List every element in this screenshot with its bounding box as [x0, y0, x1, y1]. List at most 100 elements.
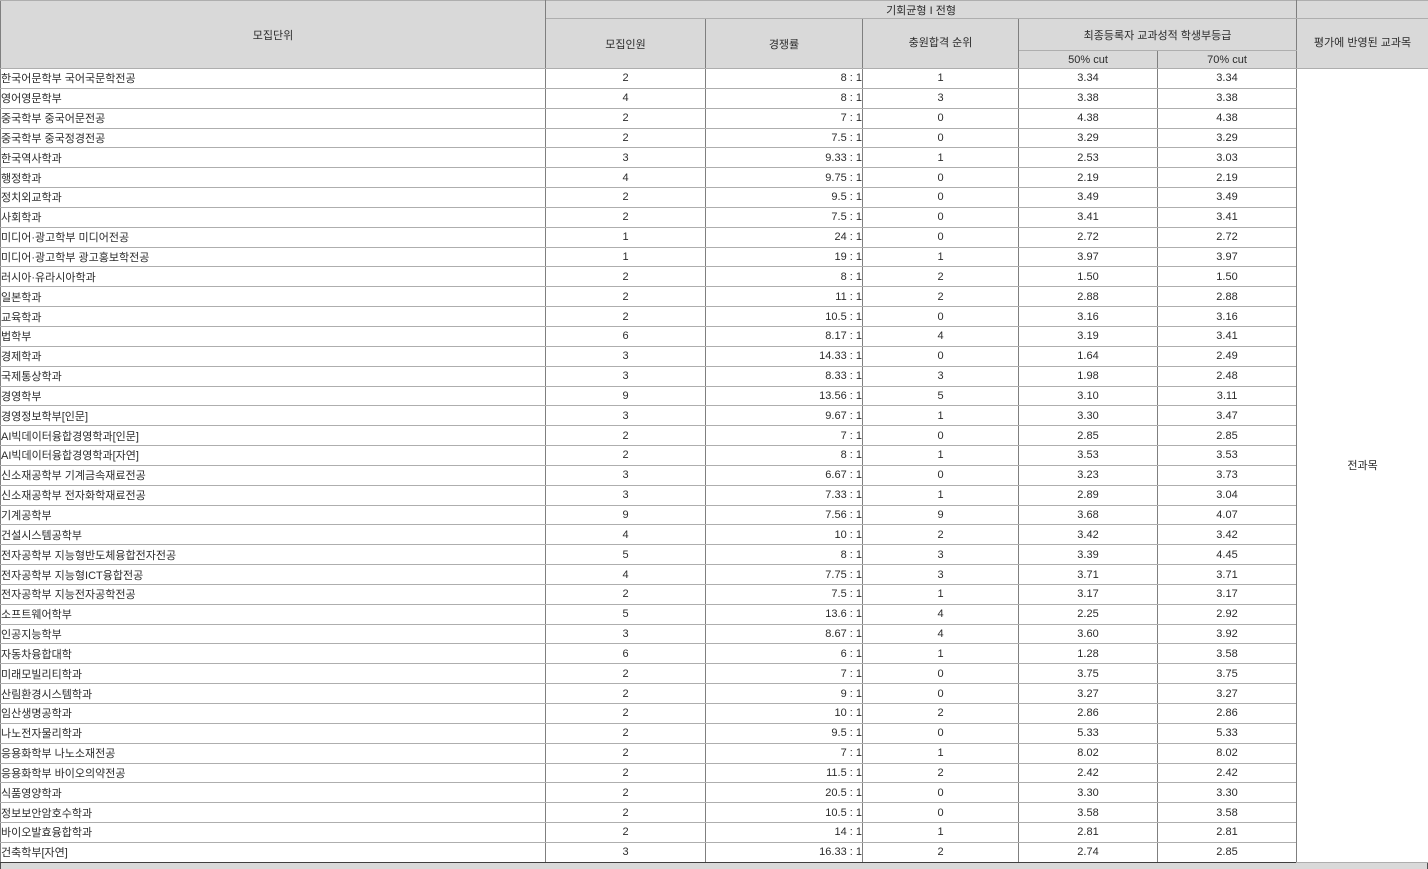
- cell-ratio: 24 : 1: [705, 226, 863, 248]
- cell-waitlist-rank: 0: [862, 782, 1019, 804]
- cell-ratio: 19 : 1: [705, 246, 863, 268]
- cell-cut70: 3.17: [1156, 583, 1298, 605]
- cell-cut70: 2.42: [1156, 762, 1298, 784]
- table-row: 전자공학부 지능전자공학전공 2 7.5 : 1 1 3.17 3.17: [0, 583, 1428, 605]
- cell-unit: 소프트웨어학부: [0, 603, 546, 625]
- cell-quota: 2: [545, 722, 706, 744]
- table-row: 바이오발효융합학과 2 14 : 1 1 2.81 2.81: [0, 822, 1428, 843]
- cell-cut70: 2.86: [1156, 703, 1298, 724]
- cell-ratio: 13.6 : 1: [705, 603, 863, 625]
- cell-waitlist-rank: 1: [862, 822, 1019, 843]
- cell-quota: 3: [545, 147, 706, 169]
- cell-waitlist-rank: 2: [862, 286, 1019, 308]
- cell-waitlist-rank: 3: [862, 564, 1019, 585]
- cell-unit: 한국어문학부 국어국문학전공: [0, 68, 546, 89]
- header-group-title: 기회균형 I 전형: [544, 0, 1298, 19]
- header-empty-corner: [1296, 0, 1428, 19]
- cell-cut70: 3.53: [1156, 445, 1298, 466]
- table-row: 응용화학부 바이오의약전공 2 11.5 : 1 2 2.42 2.42: [0, 762, 1428, 784]
- cell-unit: 사회학과: [0, 206, 546, 228]
- cell-unit: 경영학부: [0, 385, 546, 407]
- cell-ratio: 16.33 : 1: [705, 841, 863, 863]
- cell-waitlist-rank: 0: [862, 206, 1019, 228]
- table-header: 모집단위 기회균형 I 전형 모집인원 경쟁률 충원합격 순위 최종등록자 교과…: [0, 0, 1428, 69]
- cell-cut70: 3.34: [1156, 68, 1298, 89]
- cell-quota: 5: [545, 603, 706, 625]
- cell-quota: 4: [545, 564, 706, 585]
- cell-unit: 전자공학부 지능전자공학전공: [0, 583, 546, 605]
- cell-waitlist-rank: 0: [862, 683, 1019, 704]
- cell-unit: 영어영문학부: [0, 87, 546, 109]
- table-row: 미디어·광고학부 광고홍보학전공 1 19 : 1 1 3.97 3.97: [0, 246, 1428, 268]
- header-ratio: 경쟁률: [705, 18, 863, 69]
- cell-quota: 9: [545, 504, 706, 526]
- cell-ratio: 8.33 : 1: [705, 365, 863, 387]
- cell-cut70: 3.29: [1156, 127, 1298, 149]
- cell-unit: 경영정보학부[인문]: [0, 405, 546, 427]
- cell-cut70: 4.38: [1156, 107, 1298, 129]
- cell-ratio: 6.67 : 1: [705, 464, 863, 486]
- cell-waitlist-rank: 0: [862, 107, 1019, 129]
- cell-cut50: 3.16: [1018, 306, 1158, 327]
- cell-unit: 식품영양학과: [0, 782, 546, 804]
- table-row: 경영학부 9 13.56 : 1 5 3.10 3.11: [0, 385, 1428, 407]
- table-row: 사회학과 2 7.5 : 1 0 3.41 3.41: [0, 206, 1428, 228]
- cell-ratio: 9.5 : 1: [705, 187, 863, 208]
- table-row: 중국학부 중국어문전공 2 7 : 1 0 4.38 4.38: [0, 107, 1428, 129]
- cell-waitlist-rank: 0: [862, 663, 1019, 685]
- table-row: 인공지능학부 3 8.67 : 1 4 3.60 3.92: [0, 623, 1428, 645]
- cell-quota: 3: [545, 345, 706, 367]
- cell-waitlist-rank: 3: [862, 365, 1019, 387]
- cell-unit: 미래모빌리티학과: [0, 663, 546, 685]
- cell-cut70: 3.42: [1156, 524, 1298, 546]
- cell-cut70: 3.58: [1156, 643, 1298, 665]
- cell-ratio: 10.5 : 1: [705, 306, 863, 327]
- cell-waitlist-rank: 0: [862, 345, 1019, 367]
- cell-quota: 6: [545, 325, 706, 347]
- cell-quota: 4: [545, 167, 706, 189]
- table-row: 국제통상학과 3 8.33 : 1 3 1.98 2.48: [0, 365, 1428, 387]
- table-row: 전자공학부 지능형반도체융합전자전공 5 8 : 1 3 3.39 4.45: [0, 544, 1428, 566]
- cell-unit: 일본학과: [0, 286, 546, 308]
- cell-unit: 신소재공학부 전자화학재료전공: [0, 484, 546, 506]
- cell-cut70: 5.33: [1156, 722, 1298, 744]
- table-row: 한국어문학부 국어국문학전공 2 8 : 1 1 3.34 3.34 전과목: [0, 68, 1428, 863]
- cell-cut70: 2.88: [1156, 286, 1298, 308]
- cell-cut50: 2.88: [1018, 286, 1158, 308]
- table-row: 경영정보학부[인문] 3 9.67 : 1 1 3.30 3.47: [0, 405, 1428, 427]
- table-row: 미래모빌리티학과 2 7 : 1 0 3.75 3.75: [0, 663, 1428, 685]
- cell-quota: 5: [545, 544, 706, 566]
- cell-waitlist-rank: 0: [862, 167, 1019, 189]
- cell-waitlist-rank: 0: [862, 464, 1019, 486]
- cell-ratio: 10.5 : 1: [705, 802, 863, 824]
- cell-ratio: 7 : 1: [705, 425, 863, 447]
- cell-quota: 1: [545, 226, 706, 248]
- cell-waitlist-rank: 5: [862, 385, 1019, 407]
- table-row: 법학부 6 8.17 : 1 4 3.19 3.41: [0, 325, 1428, 347]
- cell-quota: 2: [545, 663, 706, 685]
- cell-cut50: 8.02: [1018, 742, 1158, 764]
- cell-unit: 교육학과: [0, 306, 546, 327]
- cell-ratio: 14 : 1: [705, 822, 863, 843]
- cell-quota: 2: [545, 822, 706, 843]
- table-row: 신소재공학부 기계금속재료전공 3 6.67 : 1 0 3.23 3.73: [0, 464, 1428, 486]
- cell-ratio: 14.33 : 1: [705, 345, 863, 367]
- cell-cut50: 3.27: [1018, 683, 1158, 704]
- cell-quota: 3: [545, 841, 706, 863]
- cell-cut50: 1.64: [1018, 345, 1158, 367]
- cell-cut50: 2.74: [1018, 841, 1158, 863]
- cell-quota: 3: [545, 405, 706, 427]
- cell-waitlist-rank: 0: [862, 802, 1019, 824]
- cell-waitlist-rank: 0: [862, 425, 1019, 447]
- cell-ratio: 13.56 : 1: [705, 385, 863, 407]
- cell-cut50: 2.72: [1018, 226, 1158, 248]
- cell-unit: 경제학과: [0, 345, 546, 367]
- cell-cut50: 3.17: [1018, 583, 1158, 605]
- cell-ratio: 7.5 : 1: [705, 127, 863, 149]
- cell-cut70: 3.58: [1156, 802, 1298, 824]
- next-section-partial-row: [0, 863, 1428, 869]
- cell-cut50: 3.19: [1018, 325, 1158, 347]
- cell-unit: AI빅데이터융합경영학과[자연]: [0, 445, 546, 466]
- cell-quota: 2: [545, 107, 706, 129]
